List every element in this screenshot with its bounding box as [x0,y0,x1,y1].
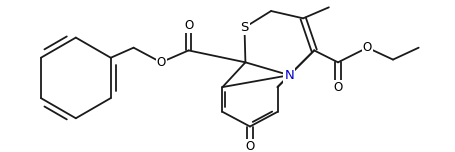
Text: O: O [183,19,193,32]
Text: O: O [362,41,371,54]
Text: N: N [284,69,293,82]
Text: O: O [156,56,165,69]
Text: S: S [240,21,248,34]
Text: O: O [333,81,342,94]
Text: O: O [245,140,254,152]
